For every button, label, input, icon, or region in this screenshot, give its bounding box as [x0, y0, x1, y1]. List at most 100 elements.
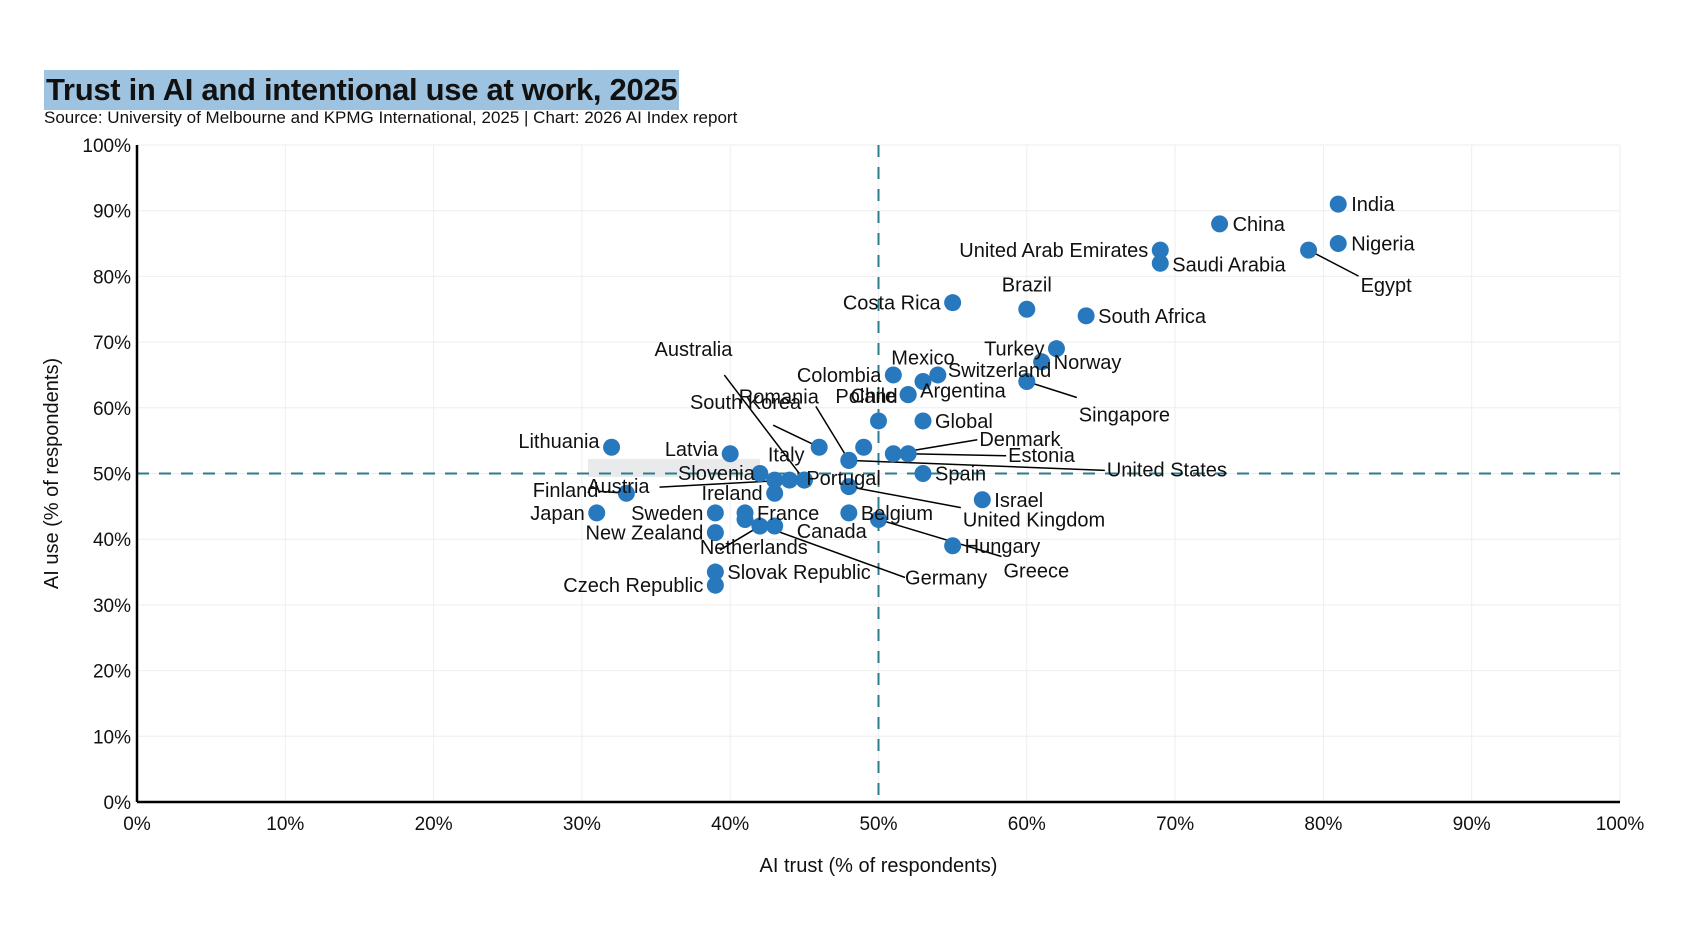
point-label: Israel [994, 490, 1043, 512]
point-label: Romania [739, 386, 820, 408]
x-tick-label: 80% [1304, 814, 1342, 835]
x-tick-label: 0% [123, 814, 151, 835]
point-label: Singapore [1079, 405, 1170, 427]
data-point [721, 445, 739, 463]
point-label: Global [935, 411, 993, 433]
data-point [1211, 215, 1229, 233]
data-point [884, 366, 902, 384]
data-point [870, 510, 887, 528]
point-label: Canada [797, 521, 868, 543]
point-label: Japan [530, 503, 585, 525]
data-point [929, 366, 947, 384]
x-tick-label: 30% [563, 814, 601, 835]
data-point [870, 412, 887, 430]
point-label: Belgium [861, 503, 933, 525]
data-point [1047, 340, 1065, 358]
y-tick-label: 50% [93, 465, 131, 486]
point-labels: India China Nigeria Egypt United Arab Emirat… [518, 194, 1415, 597]
chart-subtitle: Source: University of Melbourne and KPMG… [44, 108, 738, 127]
leader-line [815, 405, 850, 461]
point-label: Denmark [979, 429, 1061, 451]
point-label: Spain [935, 464, 986, 486]
point-label: Australia [655, 339, 734, 361]
point-label: New Zealand [586, 523, 704, 545]
x-tick-label: 50% [859, 814, 897, 835]
point-label: United Arab Emirates [959, 240, 1148, 262]
point-label: Portugal [806, 468, 881, 490]
y-tick-label: 90% [93, 202, 131, 223]
data-point [1151, 254, 1169, 272]
y-axis-label: AI use (% of respondents) [41, 358, 63, 589]
point-label: Mexico [891, 348, 954, 370]
y-tick-label: 100% [82, 136, 131, 157]
x-axis-label: AI trust (% of respondents) [760, 855, 998, 877]
data-point [588, 504, 606, 522]
y-tick-label: 0% [104, 793, 132, 814]
point-label: Ireland [702, 483, 763, 505]
y-tick-label: 40% [93, 530, 131, 551]
data-point [736, 510, 754, 528]
point-label: Egypt [1361, 275, 1413, 297]
point-label: South Africa [1098, 306, 1207, 328]
leader-line [1308, 249, 1359, 277]
x-tick-label: 10% [266, 814, 304, 835]
point-label: Germany [905, 567, 987, 589]
point-label: Nigeria [1351, 234, 1415, 256]
data-point [914, 412, 932, 430]
point-label: Costa Rica [843, 293, 942, 315]
point-label: Slovak Republic [727, 562, 870, 584]
data-point [944, 537, 962, 555]
point-label: Estonia [1008, 445, 1076, 467]
data-point [781, 471, 799, 489]
data-point [1329, 235, 1347, 253]
point-label: Brazil [1002, 274, 1052, 296]
point-label: Netherlands [700, 537, 808, 559]
point-label: Argentina [920, 381, 1006, 403]
data-point [766, 471, 784, 489]
data-point [914, 373, 932, 391]
point-label: Poland [835, 386, 897, 408]
data-point [1300, 241, 1318, 259]
point-label: Austria [587, 476, 650, 498]
reference-lines [137, 145, 1620, 802]
leader-line [908, 453, 1007, 457]
point-label: Slovenia [678, 463, 756, 485]
data-point [1329, 195, 1347, 213]
point-label: France [757, 503, 819, 525]
data-point [1077, 307, 1095, 325]
data-point [751, 465, 769, 482]
data-point [855, 438, 873, 456]
y-tick-label: 60% [93, 399, 131, 420]
point-label: Czech Republic [563, 575, 703, 597]
data-point [706, 563, 724, 581]
chart-title-wrap: Trust in AI and intentional use at work,… [44, 70, 680, 110]
chart-title: Trust in AI and intentional use at work,… [44, 70, 680, 110]
data-point [617, 484, 635, 502]
data-point [751, 517, 769, 535]
point-label: India [1351, 194, 1395, 216]
y-tick-label: 30% [93, 596, 131, 617]
point-label: Turkey [984, 339, 1044, 361]
point-label: Sweden [631, 503, 703, 525]
x-tick-label: 100% [1596, 814, 1645, 835]
data-point [706, 524, 724, 542]
axes: 0% 10% 20% 30% 40% 50% 60% 70% 80% 90% 100% 0% 10% 20… [82, 136, 1644, 835]
leader-line [878, 518, 1002, 558]
x-tick-label: 90% [1453, 814, 1491, 835]
data-point [944, 294, 962, 312]
data-point [840, 478, 858, 496]
data-point [840, 451, 858, 469]
y-tick-label: 20% [93, 662, 131, 683]
point-label: Greece [1004, 560, 1070, 582]
data-points [588, 195, 1347, 594]
data-point [1151, 241, 1169, 259]
point-label: Norway [1054, 352, 1122, 374]
data-point [1018, 373, 1036, 391]
point-label: Switzerland [948, 360, 1051, 382]
y-tick-label: 70% [93, 333, 131, 354]
data-point [706, 504, 724, 522]
data-point [899, 386, 917, 404]
data-point [1018, 300, 1036, 318]
x-tick-label: 20% [415, 814, 453, 835]
